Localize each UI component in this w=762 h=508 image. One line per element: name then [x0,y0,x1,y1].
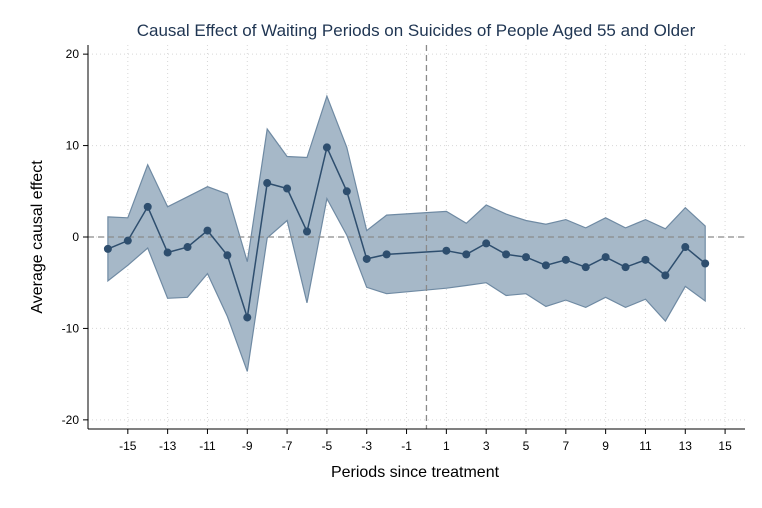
estimate-point [223,251,232,260]
estimate-point [163,248,172,257]
estimate-point [183,243,192,252]
estimate-point [522,253,530,262]
estimate-point [482,239,491,248]
estimate-point [283,184,292,193]
estimate-point [541,261,550,270]
estimate-point [581,263,590,272]
x-tick-label: -15 [119,439,137,453]
chart-title: Causal Effect of Waiting Periods on Suic… [137,21,696,40]
x-axis-label: Periods since treatment [331,464,500,481]
x-tick-label: -9 [242,439,253,453]
y-tick-label: 20 [66,47,80,61]
y-tick-label: -20 [62,413,80,427]
estimate-point [243,313,252,322]
estimate-point [661,271,670,280]
x-tick-label: -1 [401,439,412,453]
x-tick-label: -13 [159,439,177,453]
x-tick-label: -3 [361,439,372,453]
estimate-point [342,187,351,196]
x-tick-label: 15 [718,439,732,453]
estimate-point [561,255,570,264]
x-tick-label: 7 [562,439,569,453]
estimate-point [263,179,272,188]
x-tick-label: 5 [523,439,530,453]
estimate-point [303,227,311,236]
y-tick-label: -10 [62,321,80,335]
estimate-point [143,202,152,211]
confidence-band [107,94,706,372]
estimate-point [123,236,132,245]
x-tick-label: 11 [639,439,652,453]
y-tick-label: 10 [66,139,80,153]
estimate-point [641,255,650,264]
y-tick-label: 0 [72,230,79,244]
estimate-point [322,143,331,152]
estimate-point [442,246,451,255]
estimate-point [701,259,710,268]
x-tick-label: 1 [443,439,450,453]
estimate-point [681,243,690,252]
x-tick-label: 3 [483,439,490,453]
estimate-point [362,254,371,263]
estimate-point [502,250,511,259]
estimate-point [462,250,471,259]
estimate-point [203,226,212,235]
estimate-point [103,244,112,253]
confidence-band-layer [107,94,706,372]
estimate-point [601,253,610,262]
estimate-point [382,250,391,259]
series-layer [103,143,710,322]
reference-lines-layer [88,45,745,429]
x-tick-label: -5 [322,439,333,453]
x-tick-label: -7 [282,439,293,453]
x-tick-label: -11 [199,439,216,453]
x-tick-label: 9 [602,439,609,453]
estimate-point [621,263,630,272]
x-tick-label: 13 [679,439,693,453]
y-axis-label: Average causal effect [29,160,46,314]
